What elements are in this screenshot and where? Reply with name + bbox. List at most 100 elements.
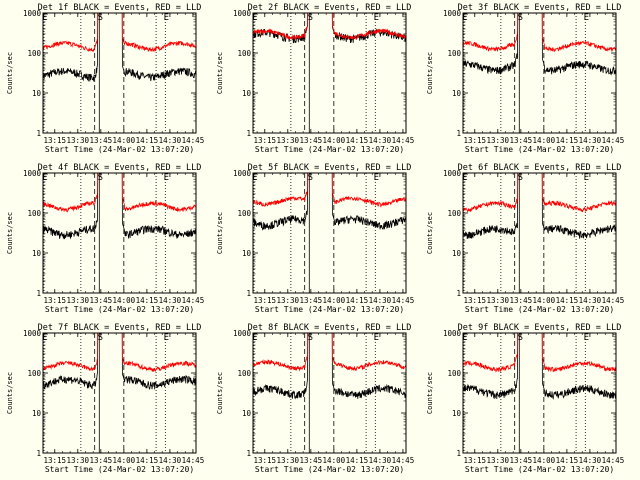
y-tick-label: 1000 — [233, 169, 252, 178]
panel-title: Det 9f BLACK = Events, RED = LLD — [458, 323, 622, 333]
plot-frame — [462, 172, 617, 294]
x-tick-label: 14:00 — [113, 456, 136, 465]
panel-title: Det 3f BLACK = Events, RED = LLD — [458, 3, 622, 13]
x-tick-label: 14:45 — [182, 296, 205, 305]
marker-label: S — [98, 173, 103, 183]
plot-frame — [252, 332, 407, 454]
y-tick-label: 100 — [237, 209, 251, 218]
x-tick-label: 13:30 — [487, 136, 510, 145]
x-tick-label: 13:15 — [43, 456, 66, 465]
x-tick-label: 14:30 — [579, 456, 602, 465]
x-tick-label: 13:15 — [463, 456, 486, 465]
marker-label: E — [374, 173, 379, 183]
marker-label: S — [518, 333, 523, 343]
y-tick-label: 1 — [456, 289, 461, 298]
plot-frame — [252, 172, 407, 294]
y-tick-label: 1 — [36, 449, 41, 458]
panel-2: Det 2f BLACK = Events, RED = LLD Counts/s… — [216, 3, 414, 154]
x-tick-label: 13:45 — [90, 456, 113, 465]
lld-series-line — [253, 13, 406, 41]
x-tick-label: 13:15 — [43, 296, 66, 305]
y-axis-label: Counts/sec — [6, 52, 14, 94]
x-tick-label: 14:00 — [533, 456, 556, 465]
events-series-line — [463, 333, 616, 400]
x-tick-label: 13:45 — [300, 296, 323, 305]
panel-title: Det 7f BLACK = Events, RED = LLD — [38, 323, 202, 333]
y-tick-label: 10 — [452, 409, 462, 418]
events-series-line — [463, 173, 616, 240]
y-axis-label: Counts/sec — [216, 52, 224, 94]
x-tick-label: 13:30 — [67, 296, 90, 305]
x-tick-label: 14:30 — [579, 136, 602, 145]
y-tick-label: 1 — [456, 449, 461, 458]
x-axis-label: Start Time (24-Mar-02 13:07:20) — [255, 305, 404, 314]
x-tick-label: 14:45 — [602, 136, 625, 145]
y-tick-label: 1 — [456, 129, 461, 138]
marker-label: E — [42, 173, 47, 183]
x-tick-label: 13:30 — [277, 296, 300, 305]
marker-label: E — [374, 13, 379, 23]
y-tick-label: 1 — [246, 289, 251, 298]
events-series-line — [43, 173, 196, 240]
x-tick-label: 13:15 — [253, 296, 276, 305]
panel-3: Det 3f BLACK = Events, RED = LLD Counts/s… — [426, 3, 625, 154]
marker-label: S — [98, 13, 103, 23]
events-series-line — [43, 13, 196, 82]
events-series-line — [253, 173, 406, 231]
plot-frame — [42, 332, 197, 454]
lld-series-line — [43, 173, 196, 213]
x-tick-label: 13:30 — [277, 136, 300, 145]
x-tick-label: 14:15 — [346, 296, 369, 305]
x-axis-label: Start Time (24-Mar-02 13:07:20) — [465, 145, 614, 154]
y-axis-label: Counts/sec — [216, 212, 224, 254]
marker-label: E — [252, 13, 257, 23]
x-axis-label: Start Time (24-Mar-02 13:07:20) — [45, 145, 194, 154]
marker-label: E — [462, 333, 467, 343]
x-tick-label: 14:30 — [159, 136, 182, 145]
x-tick-label: 14:00 — [323, 296, 346, 305]
y-axis-label: Counts/sec — [6, 212, 14, 254]
x-tick-label: 14:15 — [136, 136, 159, 145]
marker-label: S — [518, 13, 523, 23]
y-tick-label: 1000 — [233, 9, 252, 18]
x-tick-label: 14:00 — [323, 136, 346, 145]
y-axis-label: Counts/sec — [216, 372, 224, 414]
x-tick-label: 14:15 — [556, 296, 579, 305]
x-tick-label: 14:30 — [369, 296, 392, 305]
y-tick-label: 100 — [27, 49, 41, 58]
events-series-line — [43, 333, 196, 390]
x-tick-label: 14:15 — [556, 136, 579, 145]
panel-title: Det 1f BLACK = Events, RED = LLD — [38, 3, 202, 13]
y-tick-label: 1000 — [23, 329, 42, 338]
panel-title: Det 6f BLACK = Events, RED = LLD — [458, 163, 622, 173]
x-tick-label: 13:45 — [300, 456, 323, 465]
panel-title: Det 4f BLACK = Events, RED = LLD — [38, 163, 202, 173]
y-tick-label: 1000 — [233, 329, 252, 338]
x-tick-label: 13:30 — [487, 296, 510, 305]
x-tick-label: 14:45 — [182, 456, 205, 465]
x-tick-label: 13:45 — [510, 456, 533, 465]
marker-label: E — [374, 333, 379, 343]
y-axis-label: Counts/sec — [6, 372, 14, 414]
panel-7: Det 7f BLACK = Events, RED = LLD Counts/s… — [6, 323, 205, 474]
y-tick-label: 10 — [32, 249, 42, 258]
y-tick-label: 1 — [246, 449, 251, 458]
lld-series-line — [43, 333, 196, 373]
y-tick-label: 1000 — [443, 169, 462, 178]
marker-label: S — [518, 173, 523, 183]
y-tick-label: 1000 — [443, 9, 462, 18]
x-tick-label: 13:30 — [277, 456, 300, 465]
x-tick-label: 14:45 — [392, 456, 415, 465]
x-tick-label: 13:15 — [463, 136, 486, 145]
lld-series-line — [253, 333, 406, 372]
x-tick-label: 14:15 — [136, 296, 159, 305]
x-tick-label: 14:00 — [533, 136, 556, 145]
y-tick-label: 10 — [32, 89, 42, 98]
x-tick-label: 14:15 — [556, 456, 579, 465]
lld-series-line — [463, 13, 616, 53]
x-tick-label: 14:30 — [159, 296, 182, 305]
x-tick-label: 14:45 — [602, 296, 625, 305]
marker-label: S — [98, 333, 103, 343]
marker-label: E — [584, 173, 589, 183]
